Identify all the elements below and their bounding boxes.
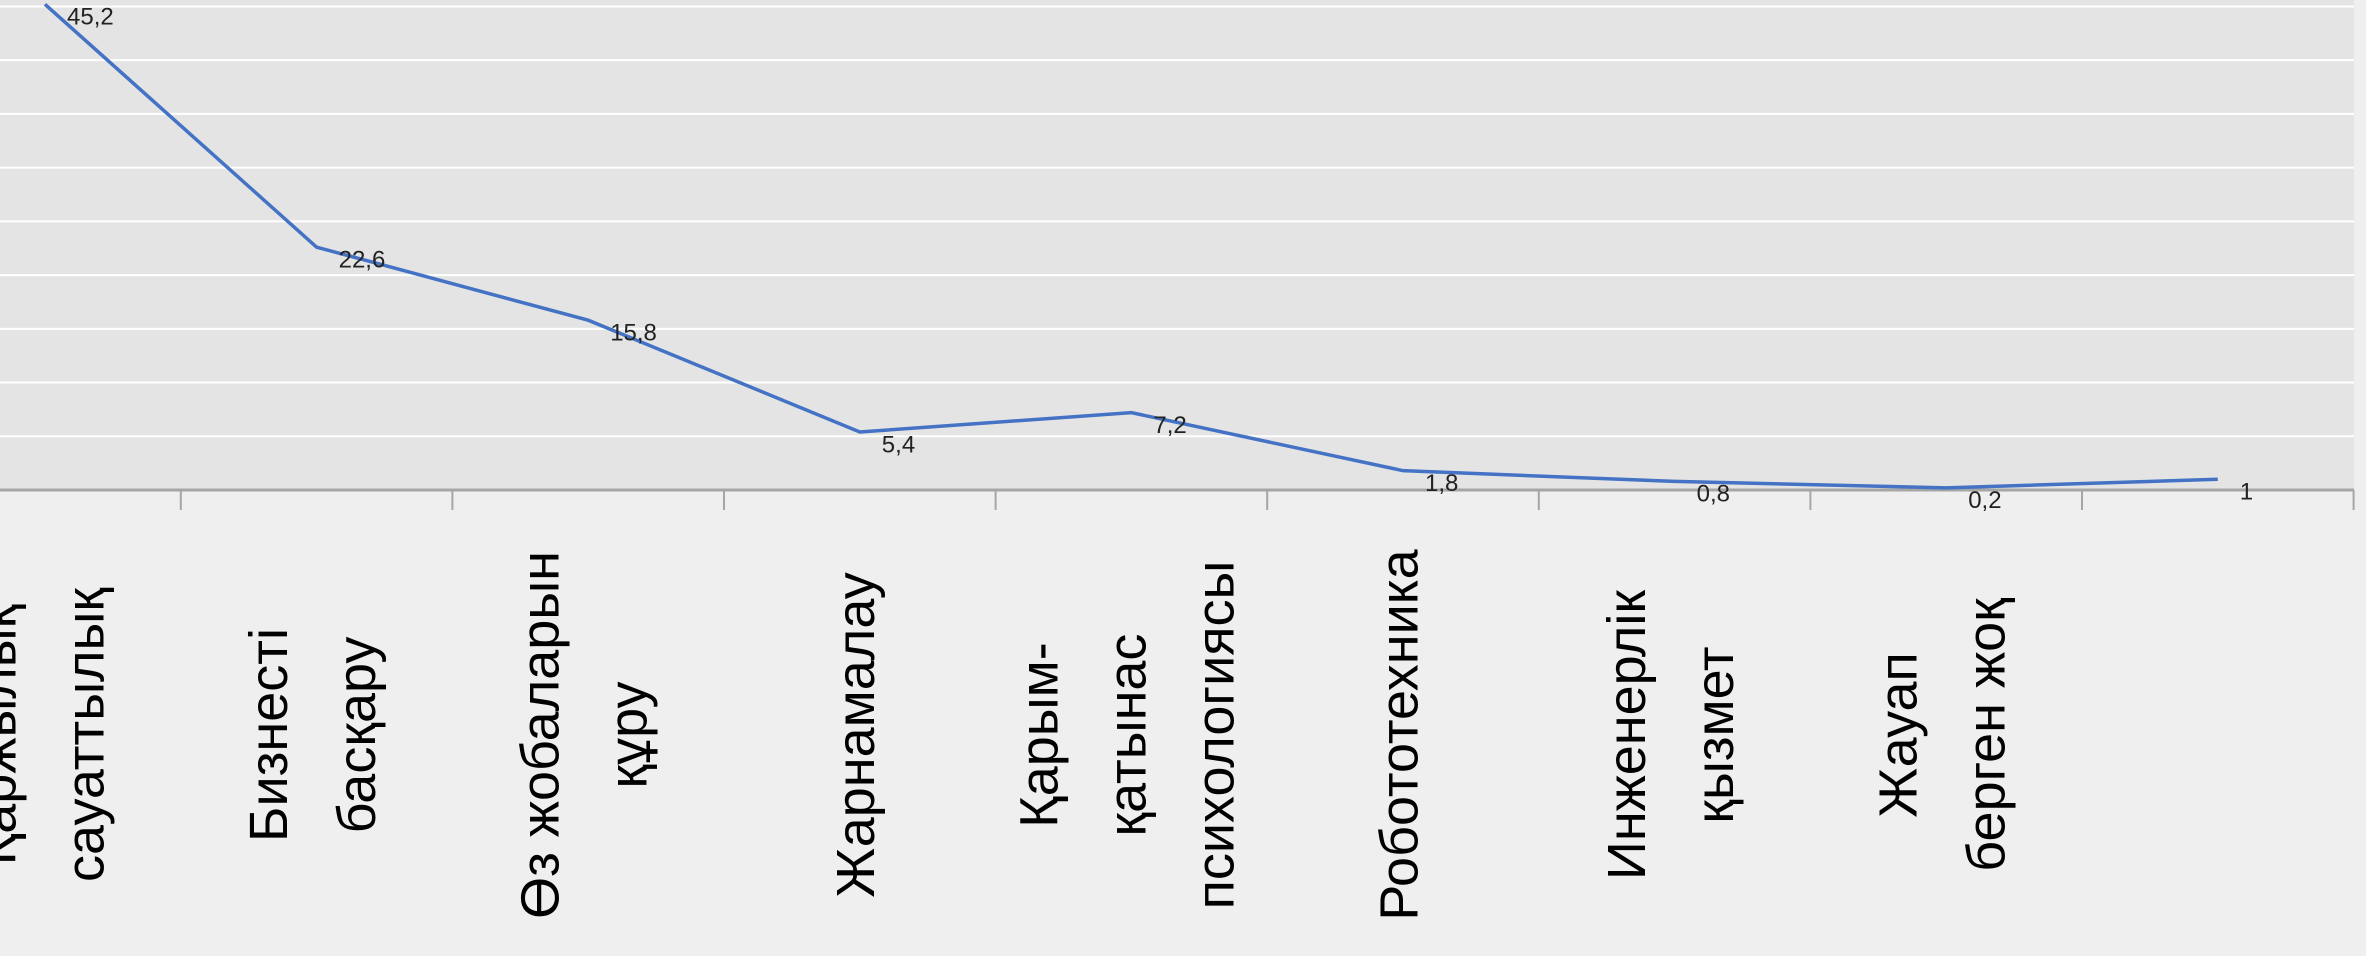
x-tick-label: Робототехника [1369,548,1429,920]
value-label: 5,4 [882,431,915,458]
x-tick-label-line: Қарым- [1010,642,1070,827]
x-tick-label: Бизнесті басқару [239,628,387,842]
value-label: 7,2 [1153,412,1186,439]
x-tick-label-line: басқару [327,637,387,834]
value-label: 0,2 [1968,487,2001,514]
x-tick-label-line: Қаржылық [0,604,27,865]
x-tick-label-line: Жарнамалау [826,572,886,897]
x-tick-label: Жауап берген жоқ [1868,598,2016,872]
value-label: 0,8 [1697,481,1730,508]
value-label: 1,8 [1425,470,1458,497]
x-tick-label-line: психологиясы [1186,561,1246,910]
x-tick-label: Қаржылық сауаттылық [0,588,115,882]
x-tick-label-line: құру [598,681,658,788]
line [43,2,2218,490]
x-tick-label-line: сауаттылық [55,588,115,882]
x-tick-label: Инженерлік қызмет [1597,590,1745,880]
x-tick-label-line: Бизнесті [239,628,299,842]
x-tick-label-line: берген жоқ [1956,598,2016,872]
x-tick-label-line: Жауап [1868,652,1928,818]
x-tick-label-line: Инженерлік [1597,590,1657,880]
x-tick-label: Қарым-қатынас психологиясы [1010,561,1246,910]
x-tick-label-line: қызмет [1685,646,1745,823]
value-label: 1 [2240,479,2253,506]
x-tick-label-line: қатынас [1098,634,1158,837]
value-label: 22,6 [339,246,386,273]
x-tick-label: Жарнамалау [826,572,886,897]
x-tick-label: Өз жобаларын құру [510,551,658,919]
x-tick-label-line: Өз жобаларын [510,551,570,919]
value-label: 15,8 [610,320,657,347]
value-label: 45,2 [67,4,114,31]
x-tick-label-line: Робототехника [1369,548,1429,920]
plot-area [0,0,2354,490]
